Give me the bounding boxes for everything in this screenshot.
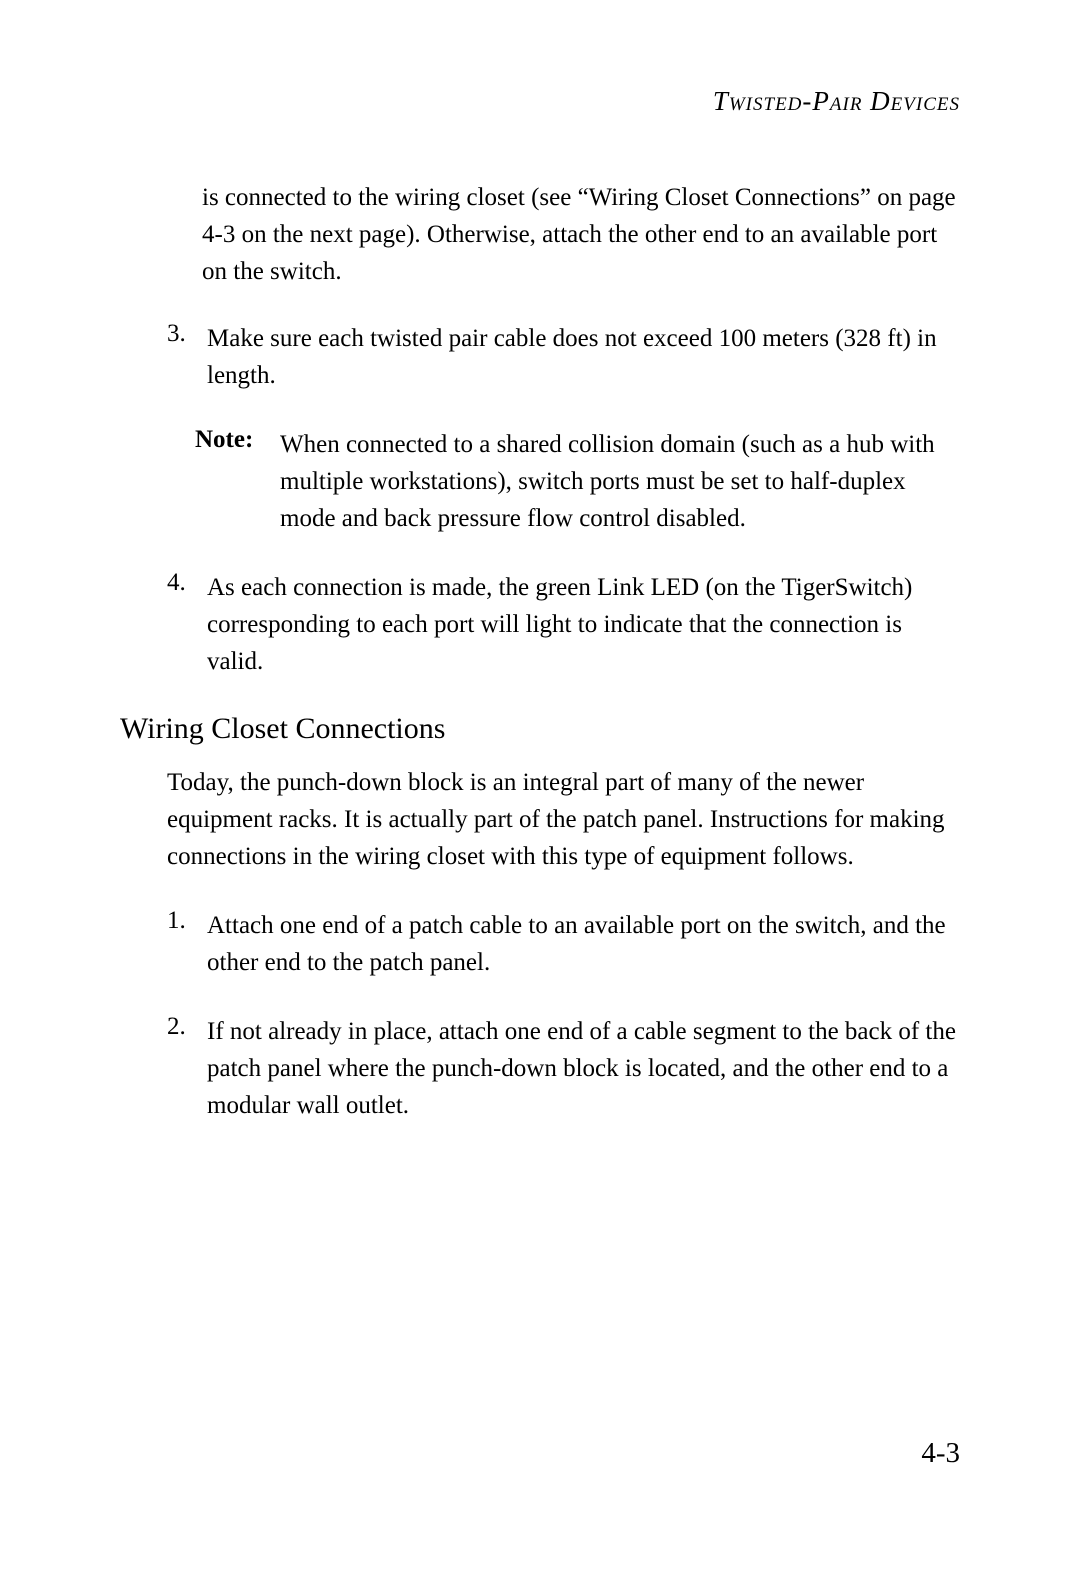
- note-content: When connected to a shared collision dom…: [280, 426, 960, 537]
- section-heading: Wiring Closet Connections: [120, 712, 960, 746]
- list-number: 4.: [167, 569, 207, 680]
- page-container: Twisted-Pair Devices is connected to the…: [0, 0, 1080, 1216]
- list-item-4: 4. As each connection is made, the green…: [167, 569, 960, 680]
- continuation-paragraph: is connected to the wiring closet (see “…: [202, 179, 960, 290]
- list-number: 1.: [167, 907, 207, 981]
- list-number: 2.: [167, 1013, 207, 1124]
- list-item-1: 1. Attach one end of a patch cable to an…: [167, 907, 960, 981]
- list-content: As each connection is made, the green Li…: [207, 569, 960, 680]
- list-content: Make sure each twisted pair cable does n…: [207, 320, 960, 394]
- list-number: 3.: [167, 320, 207, 394]
- section-intro: Today, the punch-down block is an integr…: [167, 764, 960, 875]
- list-content: Attach one end of a patch cable to an av…: [207, 907, 960, 981]
- list-item-2: 2. If not already in place, attach one e…: [167, 1013, 960, 1124]
- note-label: Note:: [195, 426, 280, 537]
- list-item-3: 3. Make sure each twisted pair cable doe…: [167, 320, 960, 394]
- list-content: If not already in place, attach one end …: [207, 1013, 960, 1124]
- running-header: Twisted-Pair Devices: [120, 86, 960, 117]
- note-block: Note: When connected to a shared collisi…: [195, 426, 960, 537]
- page-number: 4-3: [921, 1437, 960, 1470]
